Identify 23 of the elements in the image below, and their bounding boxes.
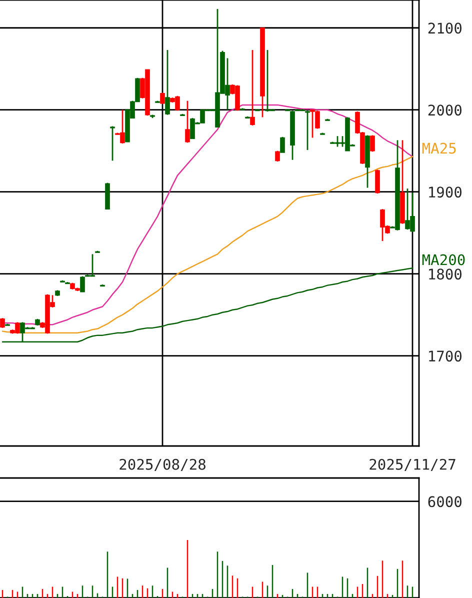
y-tick-label: 1800: [429, 268, 462, 280]
y-tick-label: 1900: [429, 186, 462, 198]
candlestick: [165, 49, 170, 116]
series-label: MA200: [422, 254, 465, 266]
candlestick: [80, 276, 85, 293]
x-tick-label: 2025/08/28: [120, 458, 206, 472]
y-tick-label: 1700: [429, 350, 462, 362]
candlestick: [275, 150, 280, 162]
candlestick: [375, 169, 380, 194]
candlestick: [110, 126, 115, 162]
candlestick: [0, 317, 5, 329]
candlestick: [160, 92, 165, 105]
candlestick: [305, 110, 310, 151]
candlestick: [185, 100, 190, 144]
candlestick: [250, 49, 255, 126]
y-tick-label: 2000: [428, 104, 462, 116]
y-tick-label: 6000: [428, 496, 462, 508]
x-tick-label: 2025/11/27: [370, 458, 456, 472]
line-series: [2, 267, 414, 343]
series-label: MA25: [422, 142, 456, 154]
line-series: [2, 156, 414, 334]
y-tick-label: 2100: [428, 22, 462, 34]
candlestick: [280, 136, 285, 154]
